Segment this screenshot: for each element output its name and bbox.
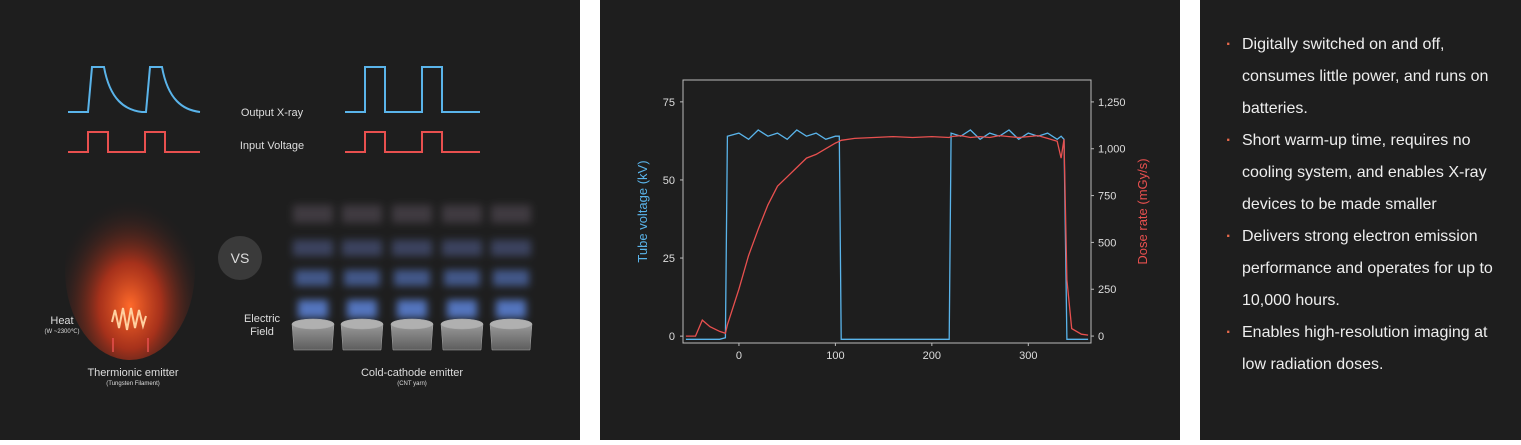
label: Cold-cathode emitter <box>361 367 463 379</box>
label: (W ~2300℃) <box>45 329 80 335</box>
bullet: Delivers strong electron emission perfor… <box>1226 221 1504 317</box>
label: Input Voltage <box>240 140 304 152</box>
y2-tick-label: 500 <box>1098 237 1116 249</box>
axis-title: Dose rate (mGy/s) <box>1135 158 1150 264</box>
y2-tick-label: 0 <box>1098 331 1104 343</box>
cathodes <box>291 318 533 351</box>
label: Thermionic emitter <box>87 367 178 379</box>
series-line <box>685 134 1089 337</box>
label: Field <box>250 326 274 338</box>
waveform <box>345 131 480 153</box>
lead <box>112 338 149 352</box>
waveform <box>68 66 201 113</box>
y-tick-label: 25 <box>663 253 675 265</box>
series-line <box>685 129 1089 340</box>
waveform <box>345 66 480 113</box>
x-tick-label: 300 <box>1019 350 1037 362</box>
text-panel: Digitally switched on and off, consumes … <box>1200 0 1521 440</box>
bullet: Enables high-resolution imaging at low r… <box>1226 317 1504 381</box>
label: VS <box>231 250 250 266</box>
y-tick-label: 50 <box>663 175 675 187</box>
label: (Tungsten Filament) <box>106 381 159 387</box>
chart-panel: 0 25 50 75 0 250 500 750 1,000 1,250 0 100 200 300 Tub… <box>600 0 1180 440</box>
y2-tick-label: 750 <box>1098 191 1116 203</box>
label: (CNT yarn) <box>397 381 427 387</box>
beams <box>293 205 531 318</box>
x-tick-label: 0 <box>736 350 742 362</box>
y2-tick-label: 1,250 <box>1098 97 1126 109</box>
y-tick-label: 75 <box>663 97 675 109</box>
y2-tick-label: 1,000 <box>1098 144 1126 156</box>
diagram-panel: Output X-ray Input Voltage Heat (W ~2300… <box>0 0 580 440</box>
vs-badge <box>218 236 262 280</box>
label: Heat <box>50 315 73 327</box>
axis-title: Tube voltage (kV) <box>635 160 650 262</box>
label: Electric <box>244 313 281 325</box>
filament <box>111 307 147 331</box>
bullet: Digitally switched on and off, consumes … <box>1226 29 1504 125</box>
y2-tick-label: 250 <box>1098 284 1116 296</box>
heat-glow <box>65 180 195 360</box>
label: Output X-ray <box>241 107 304 119</box>
x-tick-label: 200 <box>923 350 941 362</box>
diagram: Output X-ray Input Voltage Heat (W ~2300… <box>45 66 533 387</box>
y-tick-label: 0 <box>669 331 675 343</box>
waveform <box>68 131 200 153</box>
x-tick-label: 100 <box>826 350 844 362</box>
bullet: Short warm-up time, requires no cooling … <box>1226 125 1504 221</box>
plot-frame <box>682 79 1092 344</box>
bullet-list: Digitally switched on and off, consumes … <box>1226 29 1504 381</box>
